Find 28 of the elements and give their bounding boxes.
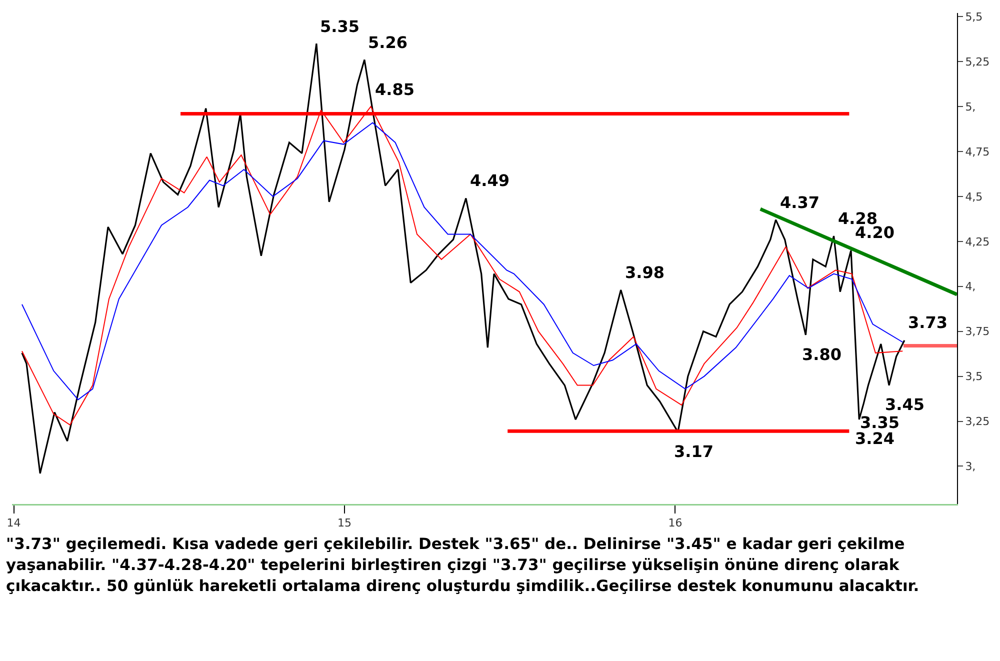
annotation: 3.35 xyxy=(860,413,900,432)
annotation: 5.35 xyxy=(320,17,360,36)
annotation: 3.73 xyxy=(908,313,948,332)
annotation: 3.17 xyxy=(674,442,714,461)
x-tick-label: 16 xyxy=(668,516,682,530)
y-tick-label: 3,5 xyxy=(965,370,983,384)
y-tick-label: 3,25 xyxy=(965,415,990,428)
x-tick-label: 15 xyxy=(338,516,352,530)
annotation: 4.49 xyxy=(470,171,510,190)
y-tick-label: 3,75 xyxy=(965,325,990,338)
y-tick-label: 4,75 xyxy=(965,145,990,158)
annotation: 4.85 xyxy=(375,80,414,99)
y-tick-label: 4,25 xyxy=(965,235,990,248)
y-tick-label: 5,25 xyxy=(965,55,990,68)
annotation: 4.37 xyxy=(780,193,820,212)
annotation: 3.98 xyxy=(625,263,664,282)
y-tick-label: 5,5 xyxy=(965,10,983,24)
annotation: 3.80 xyxy=(802,345,842,364)
annotation: 3.24 xyxy=(855,429,894,448)
y-tick-label: 5, xyxy=(965,100,976,114)
annotation: 5.26 xyxy=(368,33,408,52)
y-tick-label: 4, xyxy=(965,280,976,294)
y-tick-label: 3, xyxy=(965,460,976,474)
annotation: 3.45 xyxy=(885,395,924,414)
annotation: 4.20 xyxy=(855,223,894,242)
y-tick-label: 4,5 xyxy=(965,190,983,204)
text: "3.73" geçilemedi. Kısa vadede geri çekilebilir. Destek "3.65" de.. Delinirse "3.45" e kadar geri çekilme yaşanabilir. "4.37-4.28-4.20" tepelerini birleştiren çizgi "3.73" geçilirse yükselişin önüne direnç olarak çıkacaktır.. 50 günlük hareketli ortalama direnç oluşturdu şimdilik..Geçilirse destek konumunu alacaktır. xyxy=(6,534,920,597)
x-tick-label: 14 xyxy=(6,516,21,530)
